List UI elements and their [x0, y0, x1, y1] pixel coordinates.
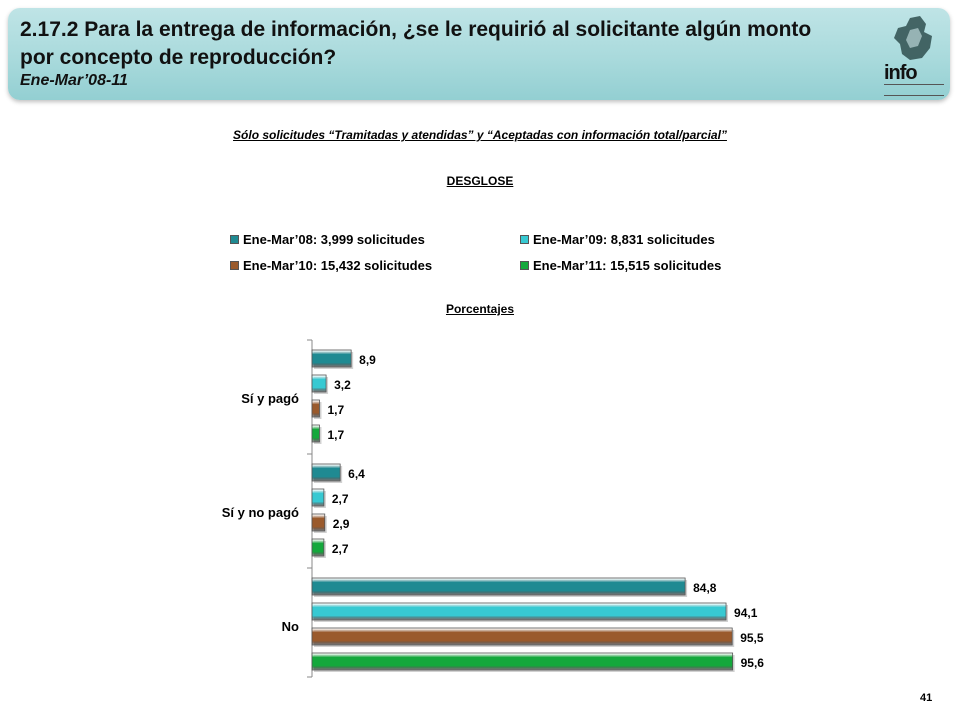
category-label: Sí y pagó — [241, 391, 299, 406]
page-number: 41 — [920, 692, 933, 704]
legend-swatch — [520, 261, 529, 270]
section-label: DESGLOSE — [446, 174, 514, 188]
logo-wordmark: info — [884, 62, 918, 84]
data-label: 2,7 — [332, 492, 349, 506]
data-label: 3,2 — [334, 378, 351, 392]
data-label: 95,5 — [740, 631, 764, 645]
title-banner: 2.17.2 Para la entrega de información, ¿… — [8, 8, 950, 100]
bar — [311, 488, 325, 507]
legend-label: Ene-Mar’08: 3,999 solicitudes — [243, 232, 425, 247]
legend-label: Ene-Mar’11: 15,515 solicitudes — [533, 258, 722, 273]
legend-item-2011: Ene-Mar’11: 15,515 solicitudes — [520, 258, 721, 273]
legend-label: Ene-Mar’09: 8,831 solicitudes — [533, 232, 715, 247]
period-subtitle: Ene-Mar’08-11 — [20, 72, 128, 89]
bar — [311, 627, 733, 646]
legend-label: Ene-Mar’10: 15,432 solicitudes — [243, 258, 433, 273]
bar — [311, 602, 727, 621]
bar — [311, 374, 327, 393]
logo-fineprint — [884, 84, 944, 96]
bar-chart: Sí y pagó 8,9 3,2 1,7 1,7 Sí y no pagó 6,4 2,7 2… — [222, 339, 765, 678]
bar — [311, 652, 734, 671]
filter-note: Sólo solicitudes “Tramitadas y atendidas… — [233, 128, 727, 142]
legend-item-2010: Ene-Mar’10: 15,432 solicitudes — [230, 258, 432, 273]
legend-swatch — [230, 235, 239, 244]
bar — [311, 349, 352, 368]
units-label: Porcentajes — [445, 302, 515, 316]
category-label: Sí y no pagó — [222, 505, 299, 520]
map-icon — [894, 16, 932, 60]
data-label: 2,9 — [333, 517, 350, 531]
legend-item-2009: Ene-Mar’09: 8,831 solicitudes — [520, 232, 715, 247]
bar — [311, 577, 686, 596]
data-label: 84,8 — [693, 581, 717, 595]
bar — [311, 399, 320, 418]
data-label: 95,6 — [741, 656, 765, 670]
data-label: 1,7 — [327, 403, 344, 417]
data-label: 8,9 — [359, 353, 376, 367]
data-label: 6,4 — [348, 467, 365, 481]
legend-swatch — [520, 235, 529, 244]
legend-item-2008: Ene-Mar’08: 3,999 solicitudes — [230, 232, 425, 247]
bar — [311, 538, 325, 557]
data-label: 94,1 — [734, 606, 758, 620]
data-label: 2,7 — [332, 542, 349, 556]
slide-title: 2.17.2 Para la entrega de información, ¿… — [20, 18, 812, 69]
data-label: 1,7 — [327, 428, 344, 442]
bar — [311, 424, 320, 443]
legend-swatch — [230, 261, 239, 270]
bar — [311, 513, 326, 532]
bar — [311, 463, 341, 482]
category-label: No — [282, 619, 299, 634]
info-logo: info — [880, 14, 948, 96]
